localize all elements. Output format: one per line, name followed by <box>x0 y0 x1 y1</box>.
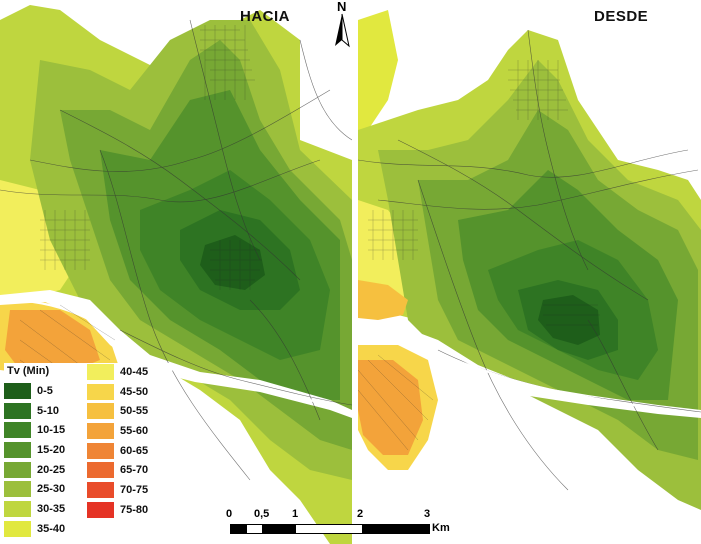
legend-swatch <box>4 383 31 399</box>
legend-item: 35-40 <box>4 520 65 538</box>
legend-swatch <box>87 482 114 499</box>
scale-bar-segments <box>230 524 430 534</box>
legend-swatch <box>87 442 114 459</box>
scale-tick-label: 0 <box>226 508 233 520</box>
map-panel-hacia <box>0 5 352 544</box>
legend-swatch <box>4 501 31 518</box>
panel-title-hacia: HACIA <box>240 8 290 25</box>
scale-tick-label: 0,5 <box>254 508 270 520</box>
legend-column-1: 0-5 5-10 10-15 15-20 20-25 25-30 30-35 35-40 <box>4 382 65 540</box>
legend-label: 40-45 <box>120 366 149 378</box>
legend-swatch <box>87 383 114 400</box>
legend-label: 5-10 <box>37 404 60 417</box>
legend-column-2: 40-45 45-50 50-55 55-60 60-65 65-70 70-75 75-80 <box>87 363 148 521</box>
legend-item: 40-45 <box>87 363 148 381</box>
legend-item: 20-25 <box>4 461 65 479</box>
legend-item: 55-60 <box>87 422 148 440</box>
travel-time-map-hacia <box>0 5 352 544</box>
legend-label: 50-55 <box>120 405 149 418</box>
zone-50-55-west <box>5 310 100 372</box>
legend: Tv (Min) 0-5 5-10 10-15 15-20 20-25 25-30 30-3… <box>4 363 172 537</box>
legend-item: 75-80 <box>87 501 148 519</box>
legend-swatch <box>87 462 114 479</box>
zone-45-50-west-mid <box>358 280 408 320</box>
scale-segment <box>231 525 247 533</box>
map-panel-desde <box>358 0 701 544</box>
panel-separator <box>352 0 358 544</box>
legend-label: 15-20 <box>37 444 66 457</box>
scale-bar: 0 0,5 1 2 3 Km <box>220 508 450 538</box>
north-arrow: N <box>329 0 355 50</box>
scale-tick-label: 2 <box>357 508 364 520</box>
legend-swatch <box>4 422 31 439</box>
scale-segment <box>296 525 363 533</box>
urban-grid <box>358 60 600 451</box>
legend-item: 25-30 <box>4 480 65 498</box>
zone-55-60-southwest <box>358 360 423 455</box>
road-network <box>0 19 352 481</box>
legend-item: 45-50 <box>87 383 148 401</box>
scale-segment <box>363 525 429 533</box>
legend-label: 35-40 <box>37 522 66 535</box>
zone-0-5 <box>200 235 265 290</box>
legend-item: 10-15 <box>4 421 65 439</box>
north-label: N <box>337 0 347 14</box>
legend-title: Tv (Min) <box>7 365 50 377</box>
legend-item: 15-20 <box>4 441 65 459</box>
river-line <box>358 324 701 416</box>
legend-label: 70-75 <box>120 484 149 497</box>
legend-label: 75-80 <box>120 503 149 516</box>
zone-0-5 <box>538 295 600 345</box>
legend-item: 30-35 <box>4 500 65 518</box>
travel-time-map-desde <box>358 0 701 544</box>
legend-swatch <box>87 501 114 518</box>
legend-label: 0-5 <box>37 385 53 397</box>
legend-label: 25-30 <box>37 483 66 496</box>
legend-label: 45-50 <box>120 385 149 398</box>
scale-tick-label: 1 <box>292 508 299 520</box>
river-gap <box>358 320 701 418</box>
scale-tick-label: 3 <box>424 508 431 520</box>
scale-segment <box>247 525 263 533</box>
legend-swatch <box>4 481 31 498</box>
panel-title-desde: DESDE <box>594 8 649 25</box>
legend-label: 55-60 <box>120 425 149 438</box>
zone-yellow-north <box>358 10 398 130</box>
legend-label: 20-25 <box>37 463 66 476</box>
scale-unit: Km <box>432 522 450 534</box>
legend-label: 65-70 <box>120 464 149 477</box>
legend-item: 65-70 <box>87 461 148 479</box>
legend-swatch <box>87 403 114 420</box>
legend-label: 10-15 <box>37 424 66 437</box>
legend-label: 60-65 <box>120 444 149 457</box>
north-arrow-icon <box>335 13 350 48</box>
legend-swatch <box>4 442 31 459</box>
legend-item: 70-75 <box>87 481 148 499</box>
legend-swatch <box>87 423 114 440</box>
legend-item: 60-65 <box>87 442 148 460</box>
scale-segment <box>263 525 296 533</box>
legend-swatch <box>4 520 31 537</box>
legend-item: 50-55 <box>87 402 148 420</box>
legend-swatch <box>87 364 114 380</box>
legend-item: 5-10 <box>4 402 65 420</box>
legend-swatch <box>4 461 31 478</box>
legend-label: 30-35 <box>37 503 66 516</box>
legend-item: 0-5 <box>4 382 65 400</box>
legend-swatch <box>4 402 31 419</box>
